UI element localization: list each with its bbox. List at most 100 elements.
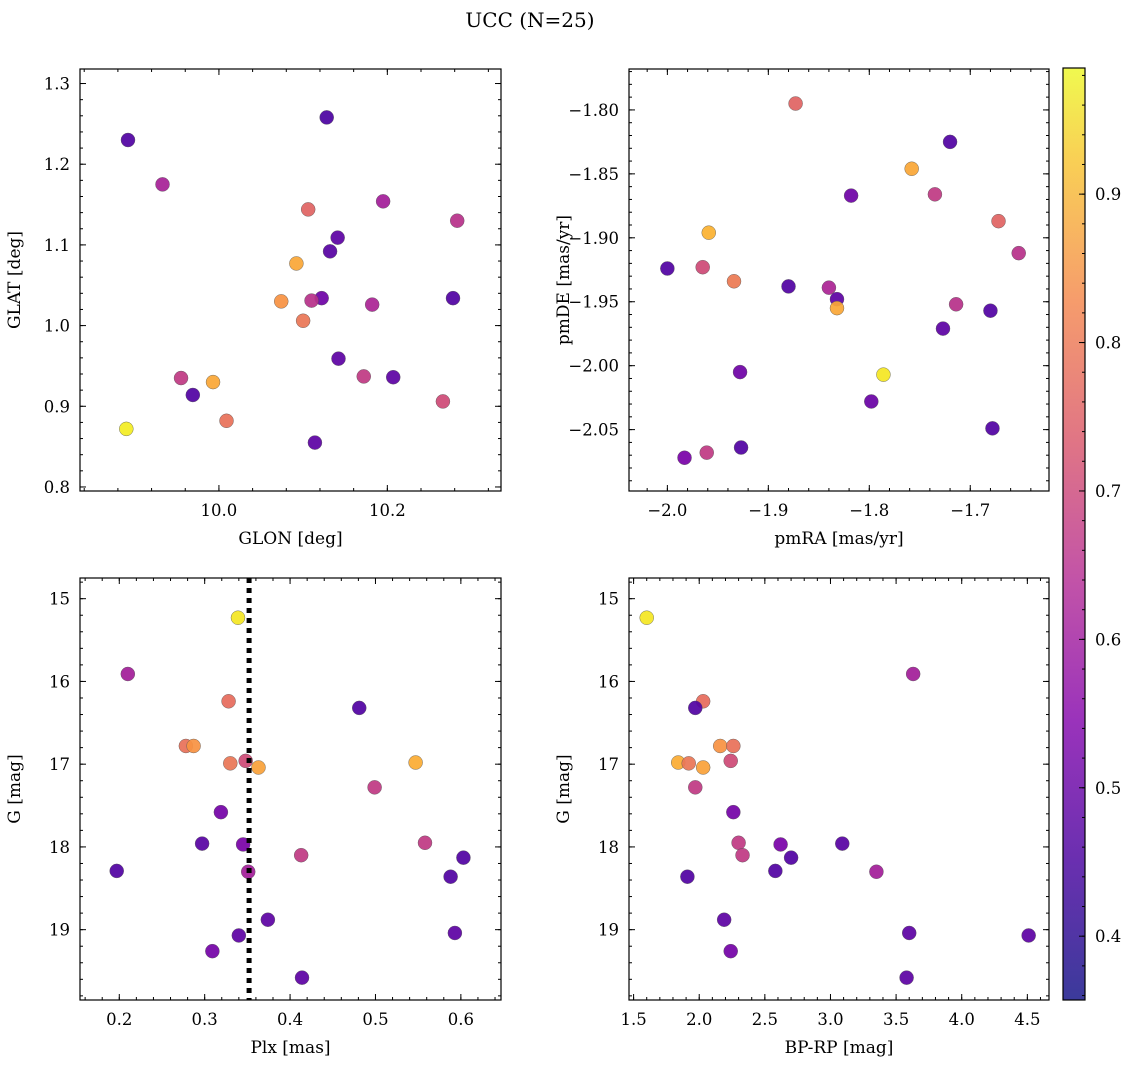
scatter-point: [356, 369, 371, 384]
scatter-point: [731, 835, 746, 850]
scatter-point: [726, 738, 741, 754]
scatter-point: [927, 187, 943, 202]
y-axis-label: G [mag]: [554, 754, 574, 823]
scatter-point: [681, 756, 696, 771]
y-tick-label: 1.2: [44, 155, 70, 174]
scatter-point: [723, 943, 738, 959]
scatter-point: [677, 450, 692, 465]
y-tick-label: 18: [598, 838, 619, 857]
scatter-point: [726, 804, 741, 820]
scatter-point: [1021, 928, 1036, 943]
scatter-point: [904, 161, 919, 176]
scatter-point: [699, 445, 714, 460]
colorbar-tick-label: 0.9: [1095, 185, 1121, 204]
y-tick-label: −1.95: [568, 293, 619, 312]
scatter-point: [304, 293, 319, 308]
x-tick-label: 0.2: [106, 1010, 132, 1029]
scatter-point: [435, 394, 451, 409]
figure-title: UCC (N=25): [465, 8, 594, 32]
scatter-point: [213, 804, 229, 820]
scatter-point: [300, 202, 316, 217]
scatter-point: [829, 300, 845, 316]
y-tick-label: 19: [598, 921, 619, 940]
scatter-point: [695, 260, 710, 275]
scatter-point: [447, 925, 463, 941]
panel-plx-g: 0.2 0.3 0.4 0.5 0.6 15 16 17 18 19 Plx [mas] G [mag…: [5, 577, 502, 1058]
colorbar-tick-label: 0.8: [1095, 334, 1121, 353]
scatter-point: [223, 756, 238, 771]
scatter-point: [274, 294, 289, 309]
x-tick-label: −2.0: [647, 501, 687, 520]
scatter-point: [935, 321, 951, 336]
scatter-point: [456, 850, 471, 865]
scatter-point: [194, 836, 210, 851]
x-tick-label: 2.0: [686, 1010, 712, 1029]
scatter-point: [294, 970, 310, 985]
scatter-point: [238, 753, 253, 769]
axes-frame: [628, 577, 1050, 1001]
scatter-point: [319, 110, 334, 125]
x-axis-label: GLON [deg]: [238, 529, 342, 549]
colorbar-gradient: [1063, 68, 1085, 1000]
scatter-point: [905, 666, 921, 682]
scatter-points: [119, 110, 465, 450]
scatter-point: [985, 421, 1000, 436]
scatter-points: [109, 610, 471, 985]
scatter-point: [231, 928, 247, 943]
scatter-point: [869, 864, 884, 879]
scatter-point: [902, 925, 917, 941]
scatter-point: [251, 760, 266, 775]
x-tick-label: 0.6: [448, 1010, 474, 1029]
colorbar-frame: [1062, 67, 1086, 1001]
y-tick-label: 17: [49, 755, 70, 774]
scatter-point: [260, 912, 276, 927]
scatter-point: [899, 970, 914, 985]
y-axis-label: pmDE [mas/yr]: [554, 215, 574, 345]
y-tick-label: −1.90: [568, 229, 619, 248]
scatter-point: [408, 755, 423, 770]
scatter-point: [783, 850, 799, 865]
scatter-point: [821, 280, 837, 295]
x-tick-label: 0.5: [362, 1010, 388, 1029]
y-tick-label: 15: [598, 590, 619, 609]
x-tick-label: 10.0: [201, 501, 238, 520]
scatter-point: [364, 297, 380, 312]
scatter-point: [445, 290, 461, 306]
scatter-point: [660, 261, 675, 276]
x-tick-label: −1.9: [748, 501, 788, 520]
y-tick-label: −2.00: [568, 357, 619, 376]
colorbar-tick-label: 0.7: [1095, 482, 1121, 501]
scatter-point: [835, 836, 850, 851]
y-tick-label: −1.85: [568, 165, 619, 184]
y-tick-label: 1.1: [44, 236, 70, 255]
scatter-point: [120, 132, 136, 148]
scatter-point: [417, 835, 433, 850]
colorbar-tick-label: 0.4: [1095, 927, 1121, 946]
scatter-point: [307, 435, 323, 450]
scatter-point: [386, 370, 401, 385]
x-tick-label: −1.7: [950, 501, 990, 520]
colorbar: 0.4 0.5 0.6 0.7 0.8 0.9: [1062, 67, 1121, 1001]
scatter-point: [876, 367, 891, 382]
scatter-point: [768, 863, 783, 879]
scatter-point: [843, 188, 859, 203]
x-axis-label: Plx [mas]: [250, 1038, 330, 1058]
x-tick-label: −1.8: [849, 501, 889, 520]
scatter-point: [450, 213, 465, 228]
panel-cmd: 1.5 2.0 2.5 3.0 3.5 4.0 4.5 15 16 17 18 19 BP-RP [ma…: [554, 577, 1050, 1058]
scatter-point: [293, 847, 309, 863]
scatter-point: [375, 194, 391, 209]
x-axis-label: pmRA [mas/yr]: [774, 529, 903, 549]
y-tick-label: 0.8: [44, 478, 70, 497]
scatter-point: [639, 610, 654, 625]
scatter-point: [120, 666, 136, 682]
scatter-point: [726, 274, 742, 289]
panel-glon-glat: 10.0 10.2 0.8 0.9 1.0 1.1 1.2 1.3 GLON [deg] GLAT…: [5, 68, 502, 549]
scatter-point: [221, 694, 236, 709]
scatter-points: [639, 610, 1036, 985]
scatter-point: [732, 364, 748, 380]
axes-frame: [79, 577, 502, 1001]
scatter-point: [781, 279, 796, 294]
x-tick-label: 0.4: [277, 1010, 303, 1029]
minor-ticks: [80, 69, 501, 491]
